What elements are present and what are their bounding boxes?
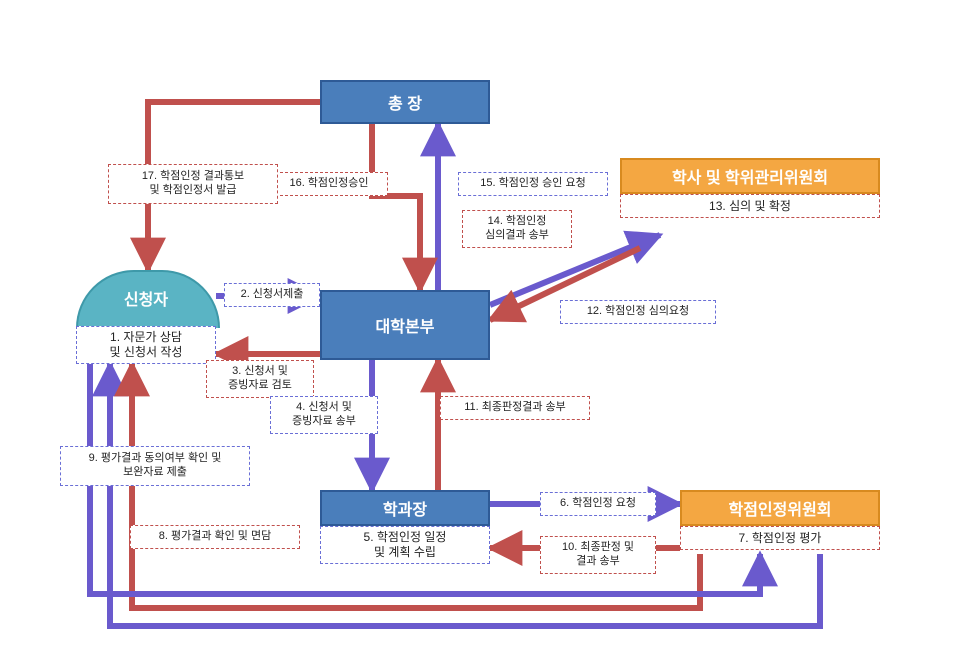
label-l16: 16. 학점인정승인 [270, 172, 388, 196]
arrow-a16-down-pres-hq [372, 124, 420, 290]
label-l9: 9. 평가결과 동의여부 확인 및 보완자료 제출 [60, 446, 250, 486]
node-applicant-label: 신청자 [76, 270, 216, 326]
label-l6: 6. 학점인정 요청 [540, 492, 656, 516]
diagram-stage: 총 장대학본부학과장5. 학점인정 일정 및 계획 수립 학사 및 학위관리위원회… [0, 0, 960, 650]
label-l17: 17. 학점인정 결과통보 및 학점인정서 발급 [108, 164, 278, 204]
label-l11: 11. 최종판정결과 송부 [440, 396, 590, 420]
node-committee_credit-sub: 7. 학점인정 평가 [680, 526, 880, 550]
label-l2: 2. 신청서제출 [224, 283, 320, 307]
node-dept_head-sub: 5. 학점인정 일정 및 계획 수립 [320, 526, 490, 564]
label-l15: 15. 학점인정 승인 요청 [458, 172, 608, 196]
node-applicant: 신청자 [76, 270, 216, 326]
node-committee_credit: 학점인정위원회 [680, 490, 880, 526]
node-committee_degree-sub: 13. 심의 및 확정 [620, 194, 880, 218]
label-l4: 4. 신청서 및 증빙자료 송부 [270, 396, 378, 434]
label-l14: 14. 학점인정 심의결과 송부 [462, 210, 572, 248]
node-hq: 대학본부 [320, 290, 490, 360]
label-l10: 10. 최종판정 및 결과 송부 [540, 536, 656, 574]
node-president: 총 장 [320, 80, 490, 124]
label-l8: 8. 평가결과 확인 및 면담 [130, 525, 300, 549]
node-dept_head: 학과장 [320, 490, 490, 526]
label-l12: 12. 학점인정 심의요청 [560, 300, 716, 324]
label-l3: 3. 신청서 및 증빙자료 검토 [206, 360, 314, 398]
node-applicant-sub: 1. 자문가 상담 및 신청서 작성 [76, 326, 216, 364]
node-committee_degree: 학사 및 학위관리위원회 [620, 158, 880, 194]
